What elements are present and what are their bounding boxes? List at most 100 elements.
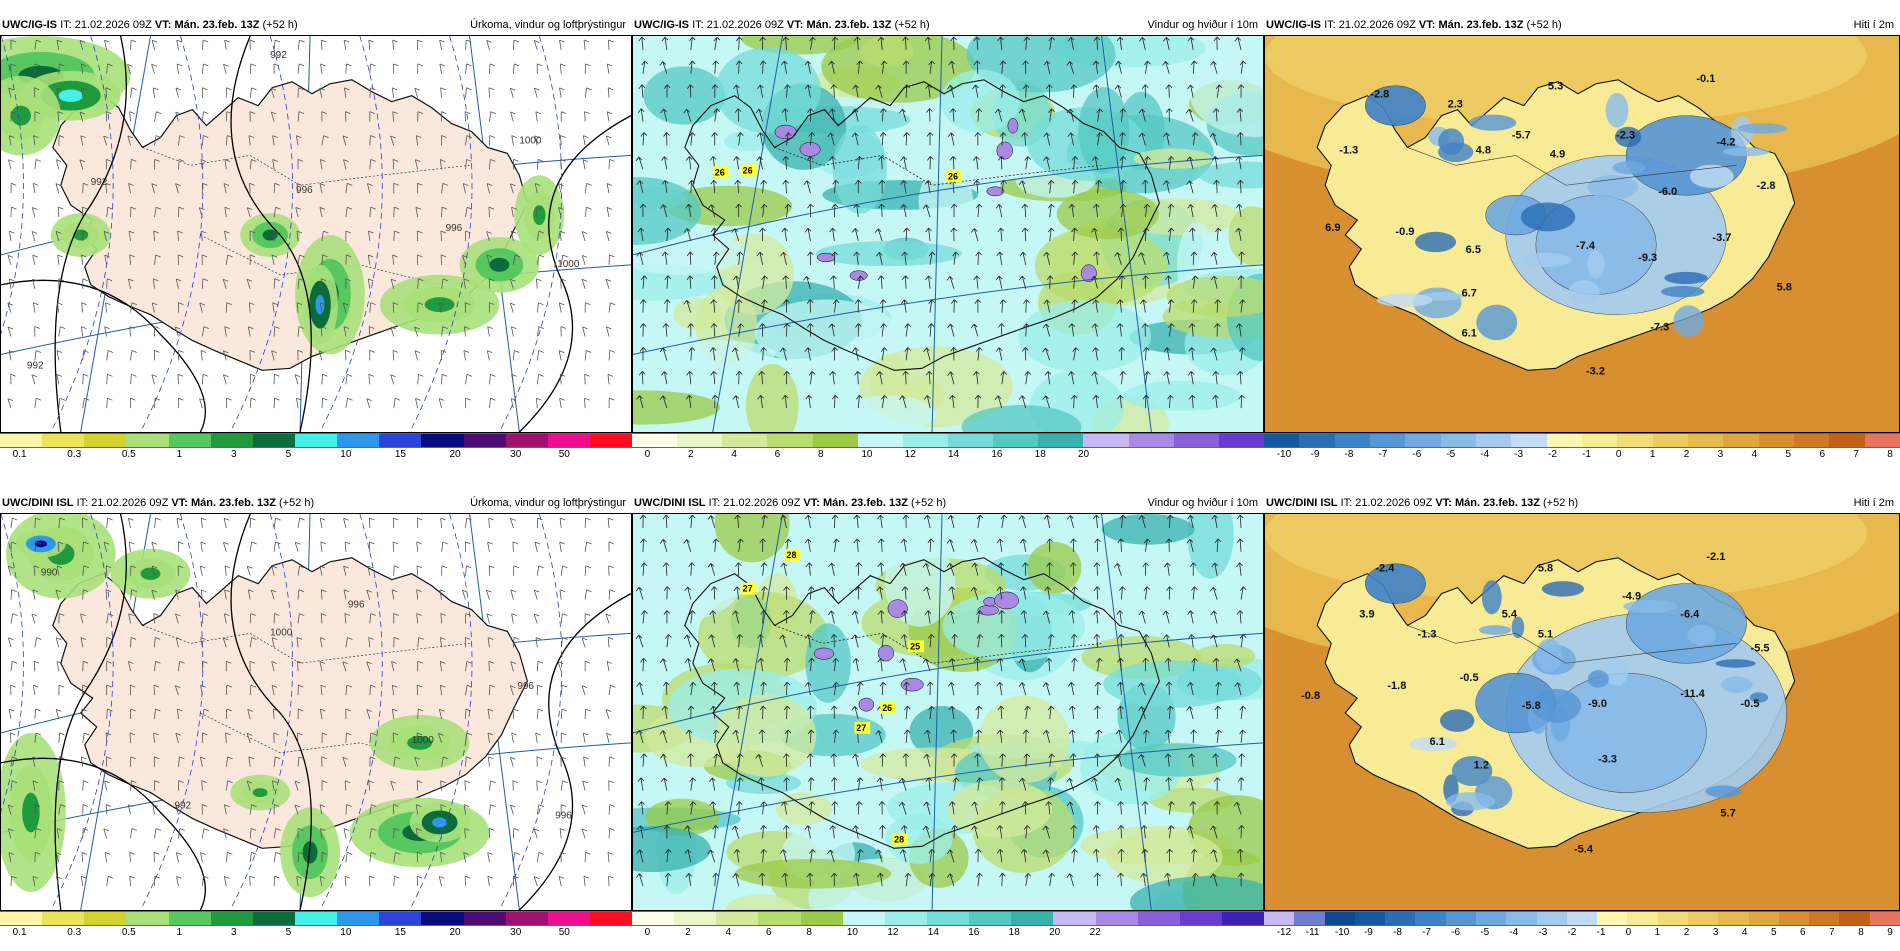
colorbar (1264, 911, 1900, 926)
colorbar-tick: -7 (1422, 927, 1431, 938)
colorbar (0, 433, 632, 448)
colorbar-tick: 0 (645, 927, 651, 938)
valid-time: Mán. 23.feb. 13Z (823, 497, 908, 509)
temperature-label: -3.2 (1586, 365, 1605, 377)
temperature-label: -2.4 (1375, 563, 1395, 575)
colorbar-swatch (506, 912, 548, 925)
colorbar-swatch (1222, 912, 1264, 925)
isobar-label: 1000 (519, 135, 542, 146)
temperature-label: -2.3 (1616, 130, 1635, 142)
colorbar-tick: -1 (1582, 449, 1591, 460)
colorbar-swatch (1138, 912, 1180, 925)
temperature-label: 5.3 (1548, 81, 1563, 93)
colorbar-tick: -10 (1335, 927, 1349, 938)
colorbar-tick: 10 (340, 927, 351, 938)
colorbar-swatch (1582, 434, 1617, 447)
colorbar-tick: 0.5 (122, 927, 136, 938)
temperature-label: -1.3 (1339, 144, 1358, 156)
temperature-label: -0.5 (1741, 698, 1760, 710)
init-time: 21.02.2026 09Z (1339, 19, 1416, 31)
colorbar-swatch (0, 434, 42, 447)
colorbar-swatch (903, 434, 948, 447)
colorbar-tick: 12 (905, 449, 916, 460)
map-panel-precip: UWC/IG-IS IT: 21.02.2026 09Z VT: Mán. 23… (0, 15, 632, 473)
temperature-label: 4.8 (1476, 144, 1491, 156)
run-info: UWC/IG-IS IT: 21.02.2026 09Z VT: Mán. 23… (2, 15, 298, 35)
panel-title: Hiti í 2m (1854, 15, 1894, 35)
model-name: UWC/IG-IS (1266, 19, 1321, 31)
lead-time: (+52 h) (279, 497, 314, 509)
colorbar-swatch (1870, 912, 1900, 925)
temperature-label: -6.0 (1658, 186, 1677, 198)
colorbar-tick: 6 (1800, 927, 1806, 938)
colorbar-swatch (1688, 434, 1723, 447)
colorbar-swatch (1415, 912, 1445, 925)
lead-time: (+52 h) (263, 19, 298, 31)
valid-time: Mán. 23.feb. 13Z (174, 19, 259, 31)
temperature-label: -1.3 (1417, 628, 1436, 640)
init-time: 21.02.2026 09Z (707, 19, 784, 31)
model-row-dini-isl: UWC/DINI ISL IT: 21.02.2026 09Z VT: Mán.… (0, 493, 1900, 951)
isobar-label: 992 (174, 801, 191, 812)
temperature-label: -3.3 (1598, 754, 1617, 766)
colorbar-tick: 22 (1090, 927, 1101, 938)
colorbar-swatch (1617, 434, 1652, 447)
panel-header: UWC/DINI ISL IT: 21.02.2026 09Z VT: Mán.… (632, 493, 1264, 513)
colorbar-tick: 0.3 (67, 927, 81, 938)
colorbar-swatch (1219, 434, 1264, 447)
colorbar-swatch (1129, 434, 1174, 447)
valid-time-label: VT: (155, 19, 172, 31)
temperature-label: -2.8 (1757, 180, 1776, 192)
colorbar-swatch (1658, 912, 1688, 925)
colorbar-swatch (1335, 434, 1370, 447)
model-name: UWC/DINI ISL (1266, 497, 1338, 509)
colorbar-tick: 8 (1887, 449, 1893, 460)
valid-time-label: VT: (171, 497, 188, 509)
colorbar-swatch (1865, 434, 1900, 447)
colorbar-tick: 3 (231, 927, 237, 938)
colorbar-tick: 30 (510, 449, 521, 460)
colorbar-swatch (1446, 912, 1476, 925)
temperature-label: -9.3 (1638, 252, 1657, 264)
temperature-label: 6.1 (1462, 328, 1477, 340)
colorbar-tick: 2 (1684, 449, 1690, 460)
valid-time-label: VT: (787, 19, 804, 31)
colorbar-swatch (1096, 912, 1138, 925)
panel-header: UWC/DINI ISL IT: 21.02.2026 09Z VT: Mán.… (1264, 493, 1900, 513)
colorbar-swatch (813, 434, 858, 447)
valid-time: Mán. 23.feb. 13Z (806, 19, 891, 31)
colorbar-tick: 15 (395, 927, 406, 938)
gust-label: 27 (741, 583, 757, 595)
colorbar-tick: 20 (449, 449, 460, 460)
colorbar-swatch (1476, 912, 1506, 925)
colorbar-tick: 6 (775, 449, 781, 460)
colorbar (0, 911, 632, 926)
colorbar-swatch (464, 912, 506, 925)
colorbar-swatch (169, 434, 211, 447)
colorbar-swatch (548, 912, 590, 925)
colorbar-tick: 0 (645, 449, 651, 460)
panel-header: UWC/DINI ISL IT: 21.02.2026 09Z VT: Mán.… (0, 493, 632, 513)
colorbar-swatch (1759, 434, 1794, 447)
colorbar-tick: -9 (1311, 449, 1320, 460)
colorbar-swatch (421, 434, 463, 447)
colorbar-swatch (1547, 434, 1582, 447)
colorbar-tick: 10 (340, 449, 351, 460)
colorbar-tick: 4 (1752, 449, 1758, 460)
isobar-label: 996 (555, 810, 572, 821)
colorbar-swatch (1083, 434, 1128, 447)
colorbar-tick: 4 (1742, 927, 1748, 938)
colorbar-swatch (1476, 434, 1511, 447)
colorbar-swatch (379, 912, 421, 925)
svg-text:26: 26 (743, 165, 753, 175)
temperature-label: 5.7 (1720, 808, 1735, 820)
colorbar (632, 911, 1264, 926)
run-info: UWC/DINI ISL IT: 21.02.2026 09Z VT: Mán.… (634, 493, 946, 513)
temperature-label: 6.7 (1462, 288, 1477, 300)
